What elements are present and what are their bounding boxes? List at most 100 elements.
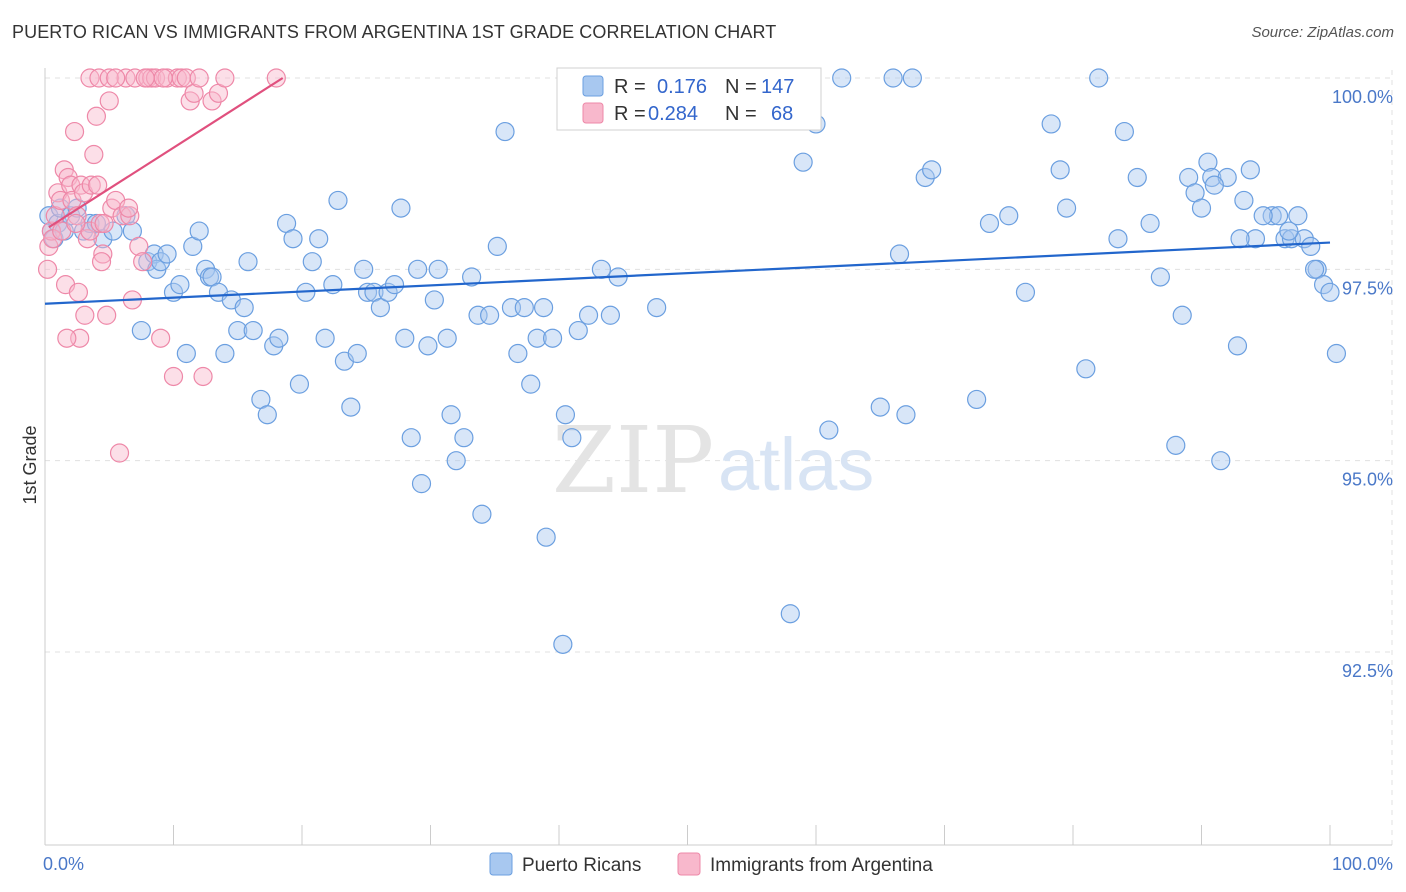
data-point — [91, 252, 112, 272]
trend-line-argentina — [48, 77, 284, 229]
legend-swatch-argentina — [582, 102, 604, 124]
data-point — [1089, 68, 1109, 88]
data-point — [189, 221, 209, 241]
data-point — [1288, 206, 1308, 226]
data-point — [153, 68, 173, 88]
data-point — [184, 83, 204, 103]
x-tick-label-min: 0.0% — [43, 854, 84, 874]
data-point — [553, 634, 573, 654]
data-point — [89, 68, 109, 88]
data-point — [170, 275, 190, 295]
data-point — [1172, 305, 1192, 325]
data-point — [50, 190, 71, 211]
data-point — [133, 252, 153, 272]
data-point — [967, 389, 987, 410]
data-point — [915, 167, 935, 188]
data-point — [1056, 198, 1077, 218]
stats-legend: R = 0.176 N = 147 R = 0.284 N = 68 — [556, 67, 822, 131]
data-point — [1313, 275, 1334, 295]
data-point — [37, 259, 58, 279]
data-point — [1234, 190, 1254, 211]
legend-n-label-0: N = — [725, 76, 757, 98]
data-point — [309, 229, 329, 249]
data-point — [215, 68, 235, 88]
data-point — [106, 68, 126, 88]
bottom-legend-swatch-argentina — [677, 852, 701, 876]
data-point — [555, 405, 576, 425]
data-point — [193, 366, 213, 387]
trend-line-puerto-ricans — [44, 241, 1331, 305]
data-point — [999, 206, 1019, 226]
data-point — [780, 604, 800, 624]
y-tick-labels: 92.5% 95.0% 97.5% 100.0% — [1332, 87, 1393, 681]
data-point — [302, 252, 322, 272]
data-point — [1198, 152, 1218, 172]
data-points — [37, 68, 1347, 654]
y-tick-label: 95.0% — [1342, 470, 1393, 490]
watermark-zip: ZIP — [552, 407, 714, 514]
data-point — [354, 259, 374, 279]
data-point — [462, 267, 482, 287]
data-point — [1041, 114, 1061, 134]
data-point — [870, 397, 890, 417]
watermark-atlas: atlas — [718, 423, 874, 506]
data-point — [1191, 198, 1212, 218]
chart-title: PUERTO RICAN VS IMMIGRANTS FROM ARGENTIN… — [12, 22, 777, 42]
data-point — [508, 343, 528, 364]
data-point — [472, 504, 492, 524]
data-point — [283, 229, 303, 249]
data-point — [97, 305, 117, 325]
bottom-legend-label-puerto-rican: Puerto Ricans — [522, 855, 641, 876]
data-point — [1268, 206, 1289, 226]
data-point — [446, 451, 466, 471]
data-point — [902, 68, 922, 88]
data-point — [289, 374, 310, 394]
data-point — [514, 298, 534, 318]
data-point — [1166, 435, 1186, 455]
y-tick-label: 92.5% — [1342, 661, 1393, 681]
data-point — [62, 190, 82, 211]
data-point — [395, 328, 415, 348]
data-point — [600, 305, 621, 325]
data-point — [533, 298, 554, 318]
data-point — [1015, 282, 1036, 302]
data-point — [370, 298, 390, 318]
data-point — [793, 152, 813, 172]
data-point — [269, 328, 289, 348]
x-tick-labels: 0.0% 100.0% — [43, 854, 1393, 874]
y-tick-label: 97.5% — [1342, 278, 1393, 298]
data-point — [112, 206, 132, 226]
data-point — [99, 91, 119, 111]
data-point — [109, 443, 130, 463]
data-point — [418, 336, 438, 356]
data-point — [68, 282, 89, 302]
data-point — [408, 259, 428, 279]
data-point — [521, 374, 541, 394]
data-point — [157, 244, 177, 264]
data-point — [1204, 175, 1224, 195]
data-point — [77, 229, 98, 249]
data-point — [384, 275, 405, 295]
data-point — [81, 175, 101, 195]
data-point — [1076, 359, 1096, 379]
data-point — [215, 343, 235, 364]
data-point — [57, 328, 77, 348]
data-point — [145, 68, 166, 88]
data-point — [401, 428, 421, 448]
data-point — [1279, 221, 1299, 241]
data-point — [1326, 343, 1347, 364]
x-tick-label-max: 100.0% — [1332, 854, 1393, 874]
data-point — [591, 259, 612, 279]
data-point — [922, 160, 942, 180]
data-point — [94, 213, 114, 234]
data-point — [1227, 336, 1248, 356]
watermark: ZIP atlas — [552, 407, 874, 514]
data-point — [228, 320, 248, 341]
data-point — [578, 305, 599, 325]
data-point — [93, 244, 113, 264]
axes — [44, 68, 1392, 846]
data-point — [99, 68, 119, 88]
data-point — [1211, 451, 1231, 471]
data-point — [832, 68, 852, 88]
data-point — [328, 190, 348, 211]
